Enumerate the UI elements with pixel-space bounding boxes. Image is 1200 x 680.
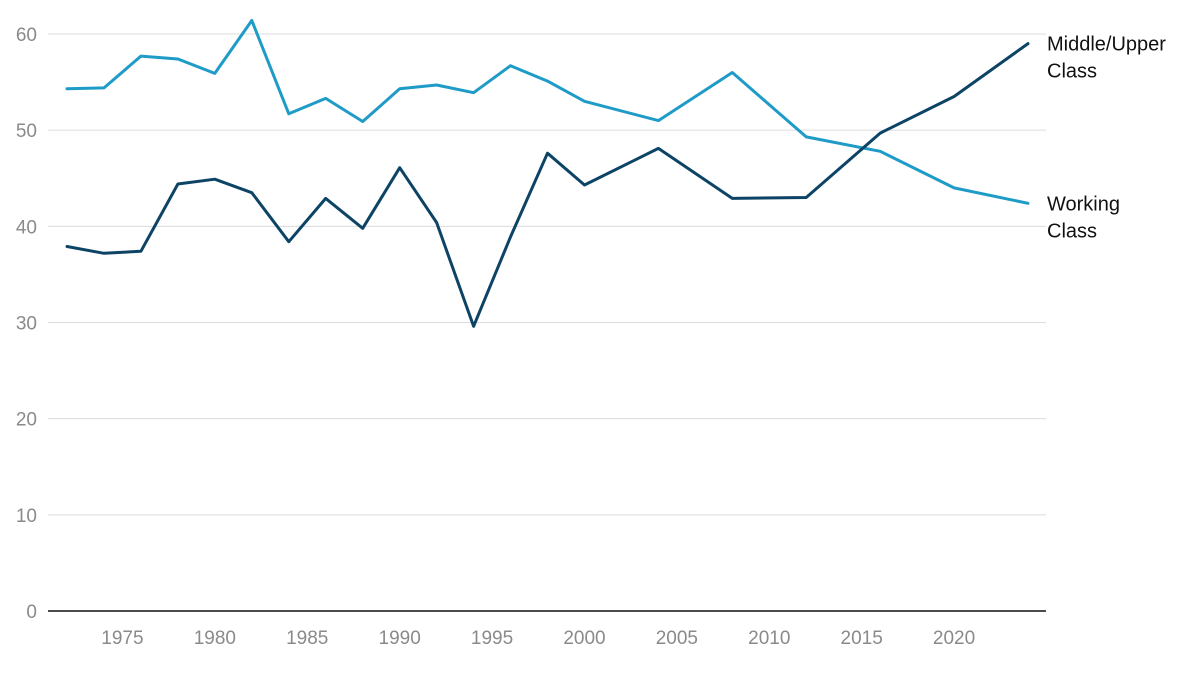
- series-line-middle-upper-class: [65, 42, 1030, 328]
- y-tick-label: 20: [16, 410, 37, 431]
- x-tick-label: 1995: [471, 628, 513, 649]
- y-tick-label: 50: [16, 121, 37, 142]
- x-tick-label: 1990: [379, 628, 421, 649]
- x-tick-label: 2000: [563, 628, 605, 649]
- series-labels: Working Class Middle/Upper Class: [1047, 34, 1166, 243]
- x-tick-label: 2005: [656, 628, 698, 649]
- x-tick-label: 1975: [101, 628, 143, 649]
- x-tick-label: 2015: [841, 628, 883, 649]
- gridlines: [48, 33, 1046, 516]
- series-label-working-class: Working: [1047, 193, 1120, 215]
- y-tick-label: 30: [16, 314, 37, 335]
- x-tick-label: 1980: [194, 628, 236, 649]
- series-label-working-class: Class: [1047, 220, 1097, 242]
- series-lines: [65, 19, 1030, 328]
- x-tick-label: 2010: [748, 628, 790, 649]
- y-tick-label: 60: [16, 25, 37, 46]
- series-label-middle-upper-class: Class: [1047, 61, 1097, 83]
- x-tick-label: 2020: [933, 628, 975, 649]
- y-tick-label: 10: [16, 506, 37, 527]
- y-tick-label: 0: [26, 602, 37, 623]
- x-tick-label: 1985: [286, 628, 328, 649]
- y-axis-ticks: 0 10 20 30 40 50 60: [16, 25, 37, 623]
- series-line-working-class: [65, 19, 1030, 205]
- x-axis-ticks: 1975 1980 1985 1990 1995 2000 2005 2010 2015 2020: [101, 628, 975, 649]
- y-tick-label: 40: [16, 217, 37, 238]
- series-label-middle-upper-class: Middle/Upper: [1047, 34, 1166, 56]
